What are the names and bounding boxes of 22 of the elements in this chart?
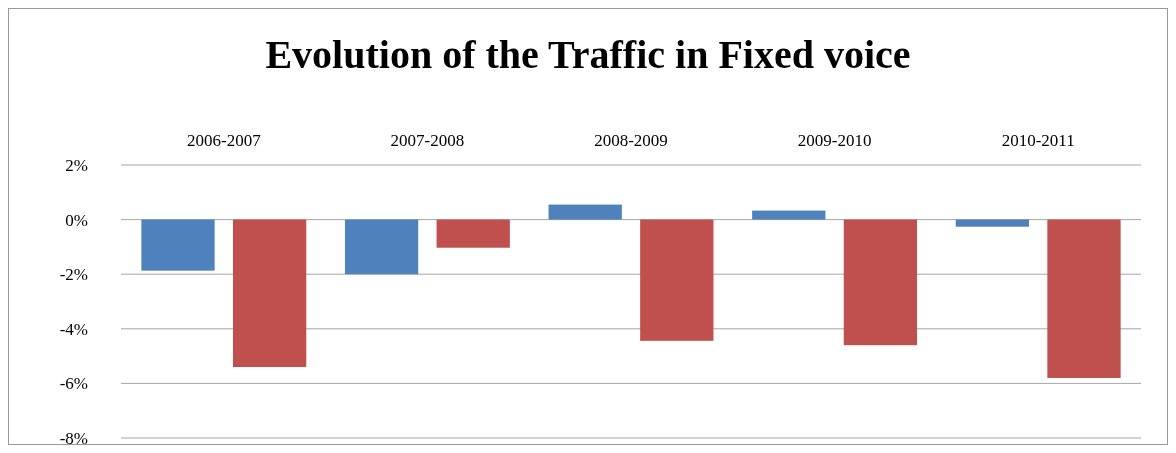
- bar: [1047, 219, 1121, 378]
- y-tick-label: -2%: [59, 265, 88, 285]
- chart-title: Evolution of the Traffic in Fixed voice: [265, 32, 911, 77]
- bar: [344, 219, 419, 275]
- y-tick-label: -6%: [59, 374, 88, 394]
- bar: [955, 219, 1030, 227]
- x-tick-label: 2009-2010: [797, 131, 872, 150]
- bar: [548, 204, 622, 220]
- bar: [843, 219, 918, 346]
- bar: [436, 219, 510, 248]
- bar: [752, 210, 826, 220]
- x-tick-label: 2010-2011: [1001, 131, 1075, 150]
- y-tick-label: -4%: [59, 319, 88, 339]
- bar: [232, 219, 307, 368]
- x-tick-label: 2006-2007: [186, 131, 262, 150]
- y-tick-label: 0%: [65, 210, 88, 230]
- bar: [141, 219, 215, 271]
- bar: [640, 219, 714, 341]
- x-tick-label: 2008-2009: [594, 131, 668, 150]
- x-tick-label: 2007-2008: [390, 131, 465, 150]
- y-tick-label: 2%: [65, 155, 88, 175]
- y-tick-label: -8%: [59, 428, 88, 448]
